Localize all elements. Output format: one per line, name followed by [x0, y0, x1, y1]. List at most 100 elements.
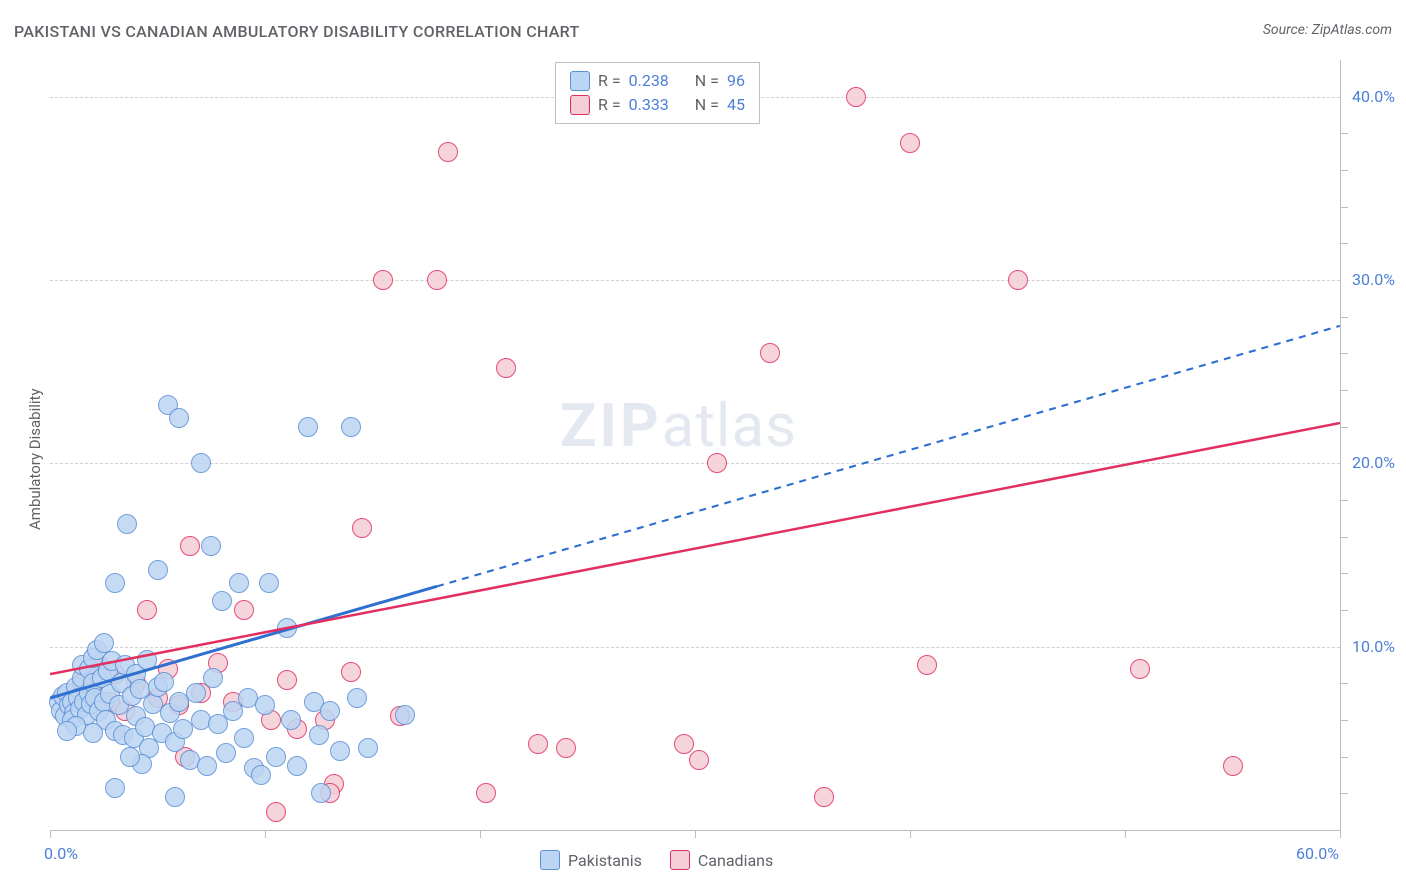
gridline [50, 647, 1340, 648]
scatter-point-pakistanis [255, 695, 275, 715]
scatter-point-canadians [476, 783, 496, 803]
scatter-point-canadians [1223, 756, 1243, 776]
scatter-point-canadians [846, 87, 866, 107]
scatter-point-canadians [352, 518, 372, 538]
gridline [50, 463, 1340, 464]
scatter-point-canadians [707, 453, 727, 473]
y-minor-tick [1340, 170, 1348, 171]
scatter-point-pakistanis [234, 728, 254, 748]
scatter-point-pakistanis [229, 573, 249, 593]
legend-n-pakistanis: 96 [727, 69, 745, 93]
y-minor-tick [1340, 683, 1348, 684]
scatter-point-pakistanis [309, 725, 329, 745]
scatter-point-pakistanis [358, 738, 378, 758]
y-minor-tick [1340, 390, 1348, 391]
watermark-light: atlas [662, 390, 797, 461]
swatch-pakistanis [540, 850, 560, 870]
x-tick [265, 830, 266, 838]
scatter-point-canadians [341, 662, 361, 682]
source-label: Source: ZipAtlas.com [1263, 22, 1392, 38]
scatter-point-pakistanis [83, 723, 103, 743]
scatter-point-pakistanis [105, 778, 125, 798]
scatter-point-canadians [674, 734, 694, 754]
scatter-point-canadians [814, 787, 834, 807]
scatter-point-pakistanis [137, 650, 157, 670]
watermark-bold: ZIP [560, 390, 662, 461]
scatter-point-canadians [373, 270, 393, 290]
x-tick-label: 0.0% [44, 844, 78, 863]
scatter-point-canadians [900, 133, 920, 153]
y-minor-tick [1340, 573, 1348, 574]
scatter-point-pakistanis [281, 710, 301, 730]
scatter-point-pakistanis [120, 747, 140, 767]
legend-label-canadians: Canadians [698, 851, 773, 870]
scatter-point-canadians [277, 670, 297, 690]
swatch-pakistanis [570, 71, 590, 91]
scatter-point-pakistanis [191, 453, 211, 473]
scatter-point-canadians [427, 270, 447, 290]
legend-r-pakistanis: 0.238 [629, 69, 669, 93]
trend-lines-layer [50, 60, 1340, 830]
scatter-point-pakistanis [259, 573, 279, 593]
scatter-point-canadians [180, 536, 200, 556]
legend-r-label: R = [598, 69, 621, 93]
y-minor-tick [1340, 537, 1348, 538]
x-tick [50, 830, 51, 838]
x-tick [480, 830, 481, 838]
legend-r-canadians: 0.333 [629, 93, 669, 117]
y-axis-label: Ambulatory Disability [26, 388, 44, 530]
scatter-point-canadians [266, 802, 286, 822]
y-minor-tick [1340, 500, 1348, 501]
legend-label-pakistanis: Pakistanis [568, 851, 642, 870]
scatter-point-pakistanis [216, 743, 236, 763]
scatter-point-pakistanis [148, 560, 168, 580]
legend-row-canadians: R = 0.333 N = 45 [570, 93, 745, 117]
scatter-point-pakistanis [251, 765, 271, 785]
gridline [50, 280, 1340, 281]
x-tick [1125, 830, 1126, 838]
scatter-point-canadians [1008, 270, 1028, 290]
scatter-point-pakistanis [203, 668, 223, 688]
y-tick-label: 20.0% [1352, 453, 1395, 472]
scatter-point-pakistanis [57, 721, 77, 741]
scatter-point-pakistanis [311, 783, 331, 803]
y-minor-tick [1340, 353, 1348, 354]
legend-row-pakistanis: R = 0.238 N = 96 [570, 69, 745, 93]
legend-item-pakistanis: Pakistanis [540, 850, 642, 870]
scatter-point-pakistanis [201, 536, 221, 556]
scatter-point-canadians [528, 734, 548, 754]
y-minor-tick [1340, 720, 1348, 721]
legend-item-canadians: Canadians [670, 850, 773, 870]
scatter-point-pakistanis [341, 417, 361, 437]
scatter-point-canadians [917, 655, 937, 675]
x-tick [695, 830, 696, 838]
y-minor-tick [1340, 793, 1348, 794]
plot-area: ZIPatlas [50, 60, 1341, 831]
scatter-point-canadians [556, 738, 576, 758]
scatter-point-pakistanis [266, 747, 286, 767]
scatter-point-canadians [137, 600, 157, 620]
swatch-canadians [670, 850, 690, 870]
swatch-canadians [570, 95, 590, 115]
y-tick-label: 40.0% [1352, 87, 1395, 106]
scatter-point-pakistanis [154, 672, 174, 692]
y-minor-tick [1340, 610, 1348, 611]
y-tick-label: 30.0% [1352, 270, 1395, 289]
x-tick-label: 60.0% [1296, 844, 1339, 863]
scatter-point-pakistanis [105, 573, 125, 593]
legend-n-label: N = [695, 69, 719, 93]
scatter-point-pakistanis [287, 756, 307, 776]
legend-r-label: R = [598, 93, 621, 117]
scatter-point-pakistanis [94, 633, 114, 653]
scatter-point-pakistanis [298, 417, 318, 437]
scatter-point-pakistanis [320, 701, 340, 721]
watermark: ZIPatlas [560, 390, 797, 461]
scatter-point-canadians [760, 343, 780, 363]
scatter-point-canadians [1130, 659, 1150, 679]
scatter-point-pakistanis [277, 618, 297, 638]
y-minor-tick [1340, 317, 1348, 318]
legend-n-canadians: 45 [727, 93, 745, 117]
scatter-point-pakistanis [169, 408, 189, 428]
x-tick [910, 830, 911, 838]
scatter-point-pakistanis [212, 591, 232, 611]
